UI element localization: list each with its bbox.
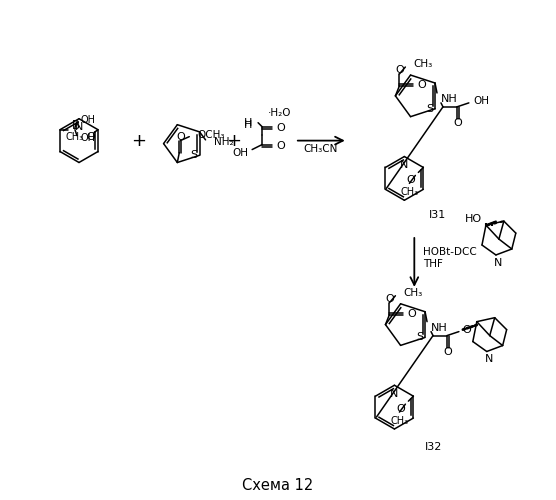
Text: O: O [444, 346, 453, 356]
Text: I31: I31 [429, 210, 446, 220]
Text: CH₃: CH₃ [413, 59, 433, 69]
Text: O: O [395, 65, 404, 75]
Text: THF: THF [423, 259, 443, 269]
Text: O: O [406, 176, 415, 186]
Text: S: S [426, 104, 433, 114]
Text: CH₃: CH₃ [390, 416, 409, 426]
Text: O: O [463, 324, 471, 334]
Text: OCH₃: OCH₃ [197, 130, 225, 140]
Text: S: S [191, 150, 197, 160]
Text: NH₂: NH₂ [214, 137, 233, 147]
Text: O: O [385, 294, 394, 304]
Text: O: O [276, 140, 285, 150]
Text: +: + [226, 132, 241, 150]
Text: I32: I32 [425, 442, 442, 452]
Text: HOBt-DCC: HOBt-DCC [423, 247, 477, 257]
Text: CH₃: CH₃ [400, 188, 419, 198]
Text: Схема 12: Схема 12 [242, 478, 314, 493]
Text: S: S [416, 332, 423, 342]
Text: N: N [484, 354, 493, 364]
Text: B: B [72, 119, 80, 132]
Text: CH₃: CH₃ [66, 132, 84, 141]
Text: OH: OH [81, 114, 96, 124]
Text: OH: OH [474, 96, 490, 106]
Text: O: O [86, 132, 95, 141]
Text: CH₃: CH₃ [403, 288, 423, 298]
Text: O: O [276, 122, 285, 132]
Text: CH₃CN: CH₃CN [304, 144, 338, 154]
Text: O: O [396, 404, 405, 414]
Text: O: O [408, 308, 416, 318]
Text: O: O [454, 118, 462, 128]
Text: OH: OH [81, 132, 96, 142]
Text: O: O [418, 80, 426, 90]
Text: +: + [131, 132, 146, 150]
Text: N: N [390, 389, 399, 399]
Text: ·H₂O: ·H₂O [268, 108, 291, 118]
Text: N: N [75, 122, 83, 132]
Text: OH: OH [232, 148, 248, 158]
Text: O: O [176, 132, 185, 141]
Text: H: H [244, 118, 252, 128]
Text: NH: NH [431, 322, 448, 332]
Text: H: H [244, 120, 252, 130]
Text: N: N [400, 160, 409, 170]
Text: N: N [494, 258, 502, 268]
Text: NH: NH [441, 94, 458, 104]
Text: HO: HO [465, 214, 482, 224]
